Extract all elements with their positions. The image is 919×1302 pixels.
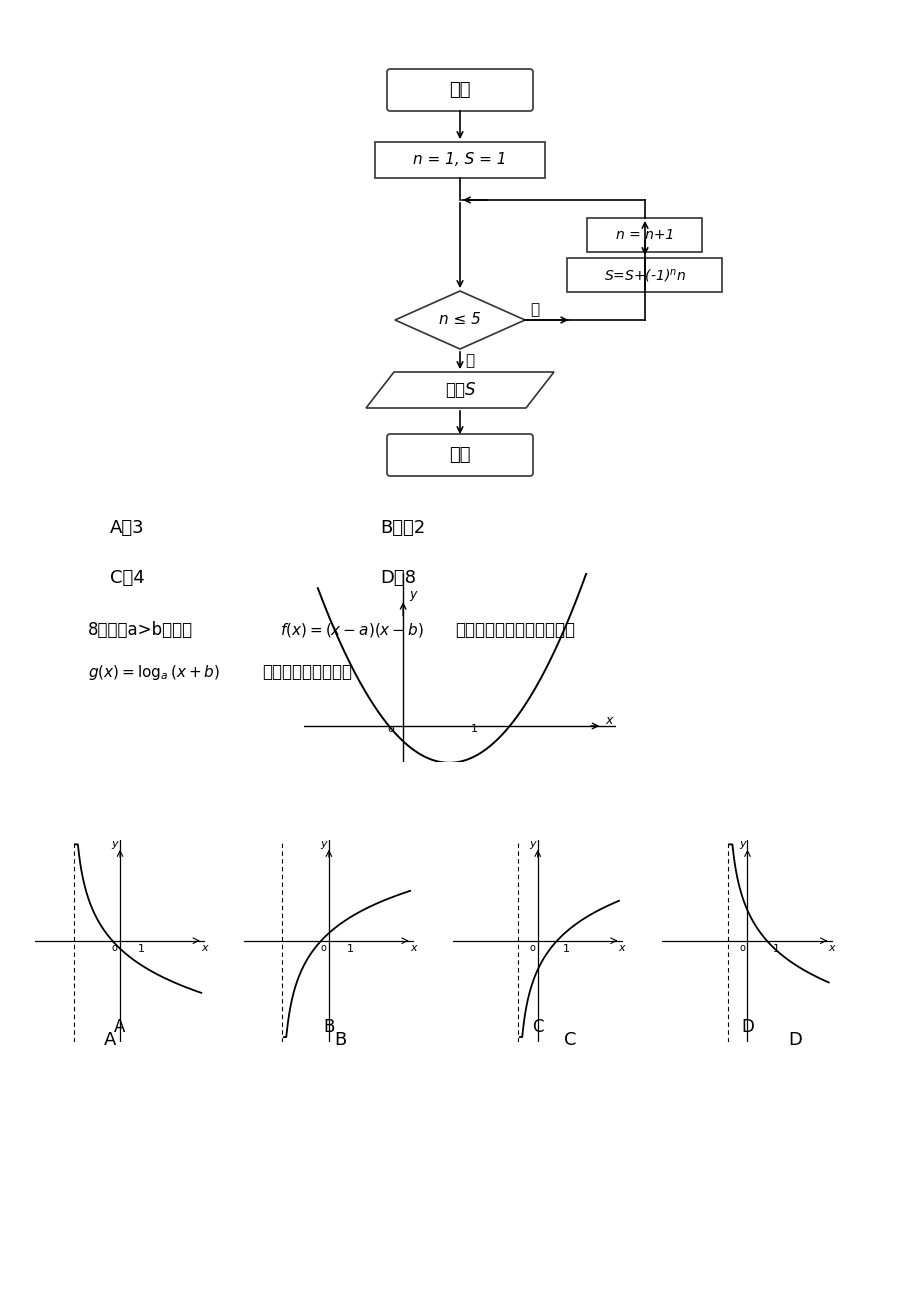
Text: $g(x)=\log_a(x+b)$: $g(x)=\log_a(x+b)$: [88, 663, 220, 681]
Text: 结束: 结束: [448, 447, 471, 464]
Text: 1: 1: [471, 724, 477, 734]
Text: 1: 1: [138, 944, 144, 954]
Text: 开始: 开始: [448, 81, 471, 99]
Text: o: o: [739, 943, 744, 953]
Text: y: y: [528, 838, 536, 849]
Text: n ≤ 5: n ≤ 5: [438, 312, 481, 328]
Text: 否: 否: [464, 354, 473, 368]
Polygon shape: [394, 292, 525, 349]
FancyBboxPatch shape: [387, 434, 532, 477]
Text: 输出S: 输出S: [444, 381, 475, 398]
Text: B: B: [323, 1018, 335, 1036]
Text: 的图象可能为（　）: 的图象可能为（ ）: [262, 663, 352, 681]
Text: D．8: D．8: [380, 569, 415, 587]
Text: B: B: [334, 1031, 346, 1049]
Text: C: C: [531, 1018, 543, 1036]
Text: y: y: [320, 838, 327, 849]
Text: A: A: [114, 1018, 126, 1036]
Text: 1: 1: [772, 944, 779, 954]
Text: o: o: [321, 943, 326, 953]
Text: 8、已知a>b，函数: 8、已知a>b，函数: [88, 621, 193, 639]
Text: 1: 1: [346, 944, 353, 954]
Text: y: y: [111, 838, 119, 849]
Bar: [375, 142, 544, 178]
Text: 1: 1: [562, 944, 570, 954]
Bar: [567, 258, 721, 292]
Text: C: C: [563, 1031, 575, 1049]
Bar: [587, 217, 702, 253]
Text: o: o: [529, 943, 535, 953]
Text: x: x: [827, 943, 834, 953]
Text: y: y: [738, 838, 745, 849]
Text: B．－2: B．－2: [380, 519, 425, 536]
Text: o: o: [112, 943, 118, 953]
Text: D: D: [788, 1031, 801, 1049]
Text: n = n+1: n = n+1: [615, 228, 674, 242]
Text: S=S+(-1)$^n$n: S=S+(-1)$^n$n: [603, 267, 686, 284]
FancyBboxPatch shape: [387, 69, 532, 111]
Text: A: A: [104, 1031, 116, 1049]
Text: 是: 是: [529, 302, 539, 318]
Text: 的图象如下图所示，则函数: 的图象如下图所示，则函数: [455, 621, 574, 639]
Text: A．3: A．3: [110, 519, 144, 536]
Text: x: x: [605, 715, 612, 728]
Text: n = 1, S = 1: n = 1, S = 1: [413, 152, 506, 168]
Text: $f(x)=(x-a)(x-b)$: $f(x)=(x-a)(x-b)$: [279, 621, 424, 639]
Text: x: x: [409, 943, 416, 953]
Text: D: D: [741, 1018, 753, 1036]
Text: C．4: C．4: [110, 569, 144, 587]
Text: o: o: [388, 724, 394, 734]
Text: x: x: [200, 943, 208, 953]
Text: y: y: [408, 587, 415, 600]
Polygon shape: [366, 372, 553, 408]
Text: x: x: [618, 943, 625, 953]
